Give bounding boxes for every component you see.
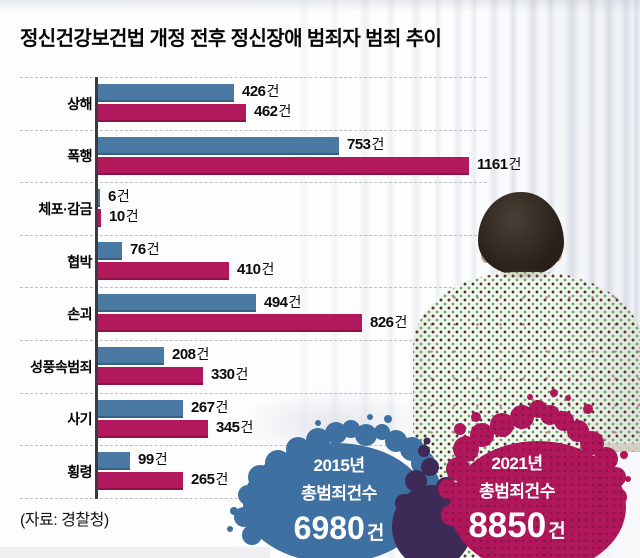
value-label-2021: 330건 (211, 366, 248, 384)
bar-2015: 753건 (98, 136, 384, 155)
bar-2021: 410건 (98, 261, 274, 280)
total-2015-value: 6980 (293, 510, 365, 546)
category-row: 횡령 99건 265건 (20, 445, 487, 498)
bar-group: 494건 826건 (98, 288, 407, 340)
total-2015-caption: 총범죄건수 (301, 484, 377, 503)
category-row: 체포·감금 6건 10건 (20, 182, 487, 235)
photo-top-shade (0, 0, 640, 12)
bar-2021: 330건 (98, 366, 248, 385)
value-label-2021: 10건 (109, 208, 139, 226)
bar-2021: 345건 (98, 419, 253, 438)
bar-group: 426건 462건 (98, 78, 291, 130)
total-2021-badge: 2021년 총범죄건수 8850 건 (432, 454, 602, 552)
bar-chart-rows: 상해 426건 462건 폭행 753건 1161건 체포·감금 6건 10건 협박 76건 410건… (20, 77, 521, 499)
total-2015-unit: 건 (366, 523, 385, 544)
bar-chart: 상해 426건 462건 폭행 753건 1161건 체포·감금 6건 10건 협박 76건 410건… (20, 77, 521, 499)
bar-group: 76건 410건 (98, 236, 274, 288)
curtain-streak (386, 0, 396, 558)
bar-2021: 1161건 (98, 156, 521, 175)
category-row: 손괴 494건 826건 (20, 287, 487, 340)
bar-2015: 426건 (98, 83, 279, 102)
bar-group: 208건 330건 (98, 341, 248, 393)
category-label: 협박 (67, 253, 92, 270)
y-axis-line (95, 77, 98, 499)
category-row: 사기 267건 345건 (20, 392, 487, 446)
category-label: 성풍속범죄 (30, 358, 92, 375)
category-label: 손괴 (67, 306, 92, 323)
bar-2015: 76건 (98, 241, 160, 260)
category-label: 체포·감금 (38, 200, 92, 217)
category-row: 상해 426건 462건 (20, 77, 487, 130)
category-label: 횡령 (67, 463, 92, 480)
total-2021-caption: 총범죄건수 (479, 482, 555, 501)
value-label-2015: 6건 (108, 188, 130, 206)
value-label-2015: 76건 (130, 240, 160, 258)
bar-2015: 267건 (98, 399, 228, 418)
value-label-2015: 753건 (347, 135, 384, 153)
bar-2021: 265건 (98, 471, 228, 491)
page-title: 정신건강보건법 개정 전후 정신장애 범죄자 범죄 추이 (20, 28, 442, 50)
bar-group: 753건 1161건 (98, 131, 521, 183)
total-2015-year: 2015년 (313, 456, 365, 475)
bar-2015: 99건 (98, 451, 168, 471)
total-2021-year: 2021년 (491, 454, 543, 473)
bar-2021: 826건 (98, 314, 407, 333)
category-label: 사기 (67, 411, 92, 428)
category-row: 폭행 753건 1161건 (20, 129, 521, 183)
total-2021-unit: 건 (548, 521, 566, 542)
bar-2021: 462건 (98, 103, 291, 122)
value-label-2021: 265건 (191, 471, 228, 489)
source-note: (자료: 경찰청) (20, 512, 109, 529)
value-label-2015: 426건 (242, 83, 279, 101)
bar-2015: 494건 (98, 294, 301, 313)
bar-group: 99건 265건 (98, 446, 228, 498)
value-label-2015: 99건 (138, 451, 168, 469)
value-label-2021: 1161건 (477, 155, 521, 173)
curtain-streak (330, 0, 340, 558)
value-label-2021: 410건 (237, 260, 274, 278)
total-2015-badge: 2015년 총범죄건수 6980 건 (254, 456, 424, 554)
category-row: 성풍속범죄 208건 330건 (20, 339, 487, 393)
category-label: 상해 (67, 95, 92, 112)
bar-group: 267건 345건 (98, 394, 253, 446)
bar-2015: 208건 (98, 346, 209, 365)
bar-group: 6건 10건 (98, 183, 139, 235)
bar-2021: 10건 (98, 208, 139, 228)
value-label-2015: 494건 (264, 293, 301, 311)
value-label-2021: 345건 (216, 418, 253, 436)
value-label-2021: 826건 (370, 313, 407, 331)
category-label: 폭행 (67, 148, 92, 165)
total-2021-value: 8850 (468, 506, 547, 545)
bar-2015: 6건 (98, 188, 130, 208)
floor-shade (0, 547, 270, 558)
value-label-2015: 208건 (172, 346, 209, 364)
value-label-2021: 462건 (254, 103, 291, 121)
category-row: 협박 76건 410건 (20, 234, 487, 288)
value-label-2015: 267건 (191, 398, 228, 416)
